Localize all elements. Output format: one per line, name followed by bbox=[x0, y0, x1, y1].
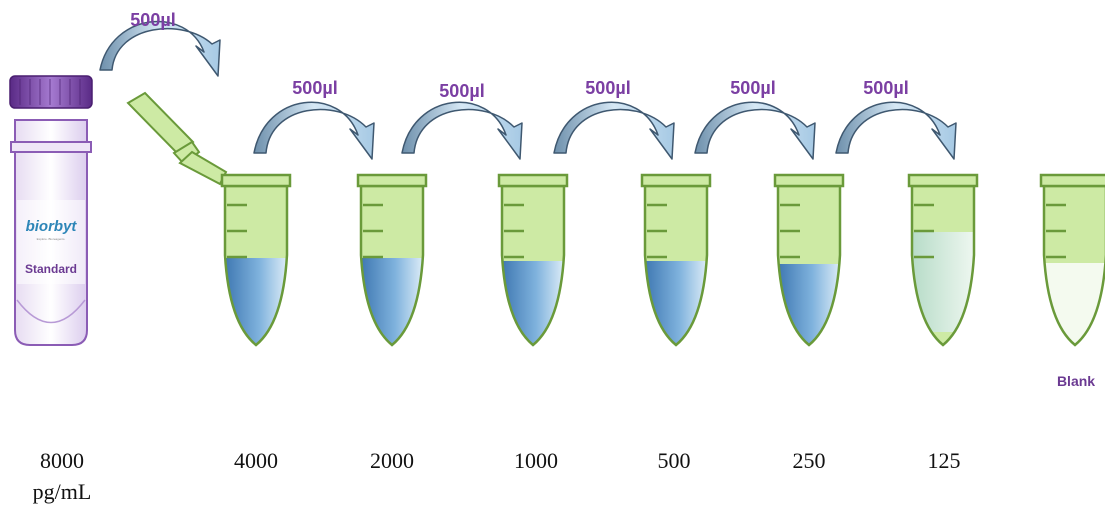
standard-vial: biorbyt Explore. Bioreagents. Standard bbox=[9, 75, 93, 346]
dilution-tube bbox=[773, 173, 845, 347]
transfer-label-1: 500µl bbox=[292, 78, 337, 98]
transfer-arrow-4 bbox=[694, 101, 816, 160]
dilution-tube bbox=[356, 173, 428, 347]
concentration-unit: pg/mL bbox=[33, 479, 92, 504]
concentration-0: 8000 bbox=[40, 448, 84, 473]
transfer-arrow-1 bbox=[253, 101, 375, 160]
vial-brand-logo: biorbyt bbox=[26, 218, 78, 235]
transfer-label-2: 500µl bbox=[439, 81, 484, 101]
dilution-tube bbox=[907, 173, 979, 347]
concentration-3: 1000 bbox=[514, 448, 558, 473]
blank-tube bbox=[1039, 173, 1105, 347]
transfer-arrow-0 bbox=[99, 20, 221, 77]
dilution-tube bbox=[640, 173, 712, 347]
transfer-label-0: 500µl bbox=[130, 10, 175, 30]
concentration-6: 125 bbox=[928, 448, 961, 473]
blank-label: Blank bbox=[1057, 373, 1095, 389]
vial-tagline: Explore. Bioreagents. bbox=[37, 237, 66, 241]
dilution-tube bbox=[497, 173, 569, 347]
tube-lid bbox=[126, 91, 228, 186]
transfer-label-4: 500µl bbox=[730, 78, 775, 98]
transfer-arrow-3 bbox=[553, 101, 675, 160]
concentration-4: 500 bbox=[658, 448, 691, 473]
transfer-arrow-2 bbox=[401, 101, 523, 160]
concentration-2: 2000 bbox=[370, 448, 414, 473]
concentration-1: 4000 bbox=[234, 448, 278, 473]
vial-standard-label: Standard bbox=[25, 262, 77, 276]
concentration-5: 250 bbox=[793, 448, 826, 473]
transfer-label-3: 500µl bbox=[585, 78, 630, 98]
transfer-arrow-5 bbox=[835, 101, 957, 160]
transfer-label-5: 500µl bbox=[863, 78, 908, 98]
dilution-tube bbox=[220, 173, 292, 347]
